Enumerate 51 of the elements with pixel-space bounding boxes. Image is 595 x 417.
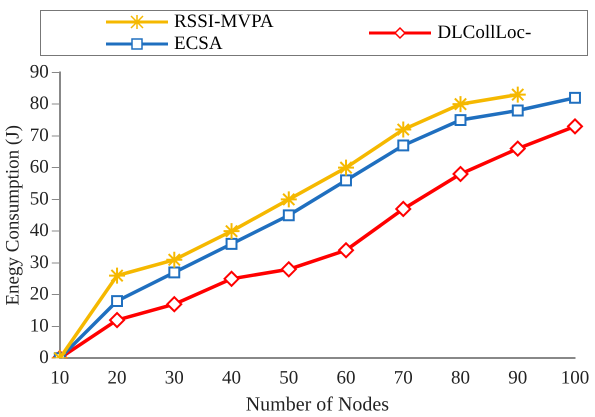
y-tick-label: 50 <box>30 188 49 210</box>
point <box>512 104 524 116</box>
point <box>452 166 469 182</box>
point <box>395 200 412 217</box>
point <box>337 158 356 177</box>
x-tick-label: 50 <box>279 368 298 389</box>
point <box>224 270 240 287</box>
y-tick-label: 0 <box>39 347 49 368</box>
point <box>340 174 352 186</box>
point <box>111 295 123 307</box>
x-tick-label: 20 <box>108 368 127 389</box>
point <box>567 118 583 134</box>
point <box>394 120 412 139</box>
legend-label: RSSI-MVPA <box>174 11 274 33</box>
y-tick-label: 30 <box>30 252 49 273</box>
point <box>569 92 581 104</box>
y-tick-label: 40 <box>30 220 49 242</box>
x-tick-label: 80 <box>451 368 470 389</box>
x-tick-label: 90 <box>508 368 528 389</box>
point <box>222 222 241 240</box>
x-tick-label: 100 <box>560 368 590 389</box>
point <box>168 266 180 278</box>
y-tick-label: 20 <box>30 284 49 305</box>
x-tick-label: 30 <box>164 368 184 389</box>
point <box>452 95 470 114</box>
y-tick-label: 80 <box>30 93 49 114</box>
x-tick-label: 70 <box>394 368 413 389</box>
x-tick-label: 10 <box>50 368 70 389</box>
point <box>108 266 126 285</box>
x-tick-label: 60 <box>336 368 356 389</box>
point <box>280 261 297 278</box>
y-tick-label: 90 <box>30 61 49 82</box>
point <box>338 242 354 258</box>
point <box>397 139 410 152</box>
point <box>280 190 298 208</box>
y-tick-label: 10 <box>30 315 49 336</box>
point <box>226 238 238 250</box>
point <box>109 312 126 328</box>
y-tick-label: 70 <box>30 124 49 146</box>
point <box>165 250 184 269</box>
y-axis-title: Enegy Consumption (J) <box>2 125 24 306</box>
point <box>510 140 526 157</box>
point <box>508 86 527 104</box>
legend-label: ECSA <box>174 33 223 55</box>
point <box>166 296 182 312</box>
point <box>282 209 295 222</box>
x-axis-title: Number of Nodes <box>246 393 390 416</box>
y-tick-label: 60 <box>30 156 49 178</box>
x-tick-label: 40 <box>222 368 242 389</box>
point <box>454 114 466 126</box>
legend-label: DLCollLoc- <box>437 22 532 44</box>
